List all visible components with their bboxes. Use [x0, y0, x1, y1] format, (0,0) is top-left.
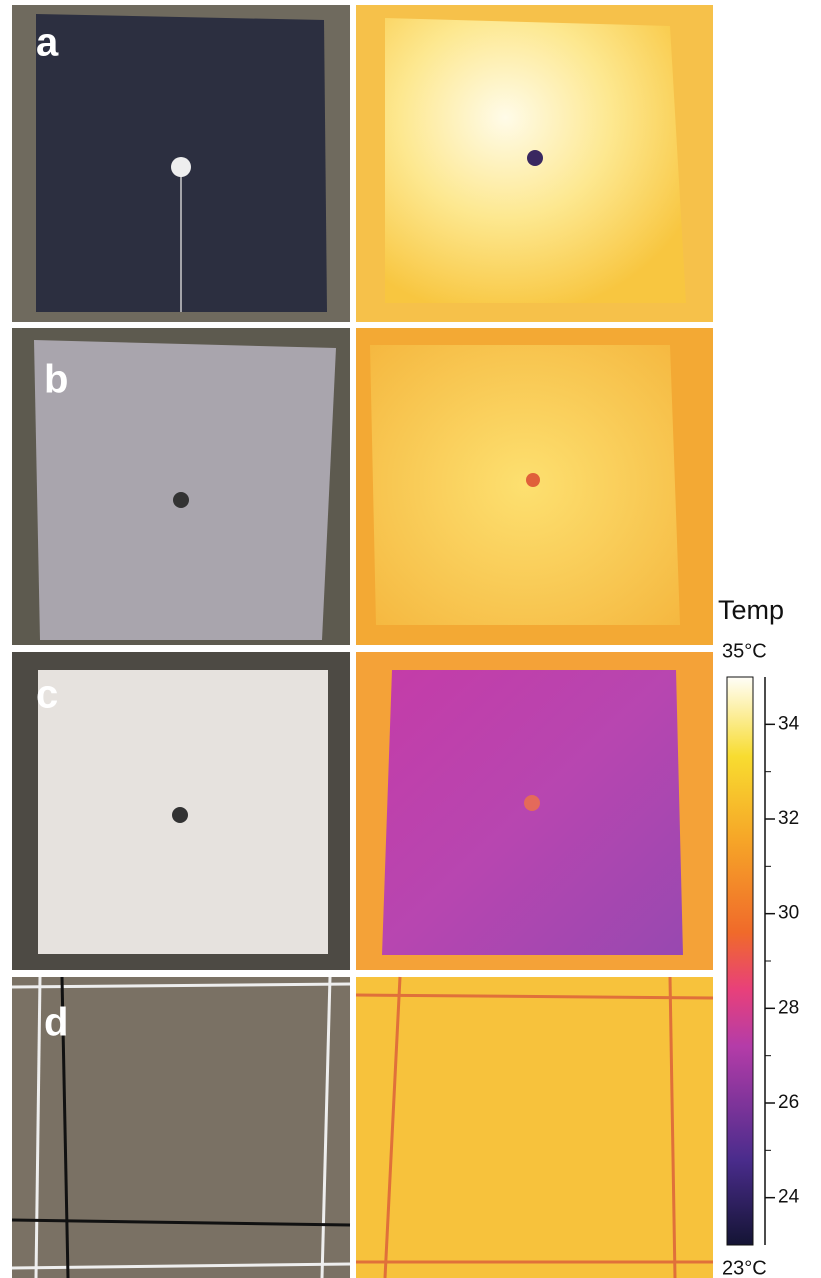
- panel-label: b: [44, 358, 68, 402]
- panel-label: a: [36, 21, 59, 65]
- tick-label: 28: [778, 997, 799, 1018]
- figure: a b c d Temp 35°C 23°C 24 26 28 30 32 34: [0, 0, 821, 1278]
- colorbar-min-label: 23°C: [722, 1257, 767, 1278]
- thermal-screw: [527, 150, 543, 166]
- tick-label: 26: [778, 1092, 799, 1113]
- screw: [171, 157, 191, 177]
- thermal-screw: [524, 795, 540, 811]
- panel-label: c: [36, 673, 58, 717]
- colorbar: [727, 677, 753, 1245]
- tile-grey: [34, 340, 336, 640]
- thermal-tile: [370, 345, 680, 625]
- thermal-background: [356, 977, 713, 1278]
- thermal-tile: [382, 670, 683, 955]
- tick-label: 32: [778, 808, 799, 829]
- thermal-screw: [526, 473, 540, 487]
- tick-label: 24: [778, 1187, 800, 1208]
- screw: [172, 807, 188, 823]
- colorbar-title: Temp: [718, 595, 784, 625]
- colorbar-max-label: 35°C: [722, 640, 767, 662]
- panel-label: d: [44, 1001, 68, 1045]
- tick-label: 30: [778, 903, 799, 924]
- screw: [173, 492, 189, 508]
- tick-label: 34: [778, 713, 800, 734]
